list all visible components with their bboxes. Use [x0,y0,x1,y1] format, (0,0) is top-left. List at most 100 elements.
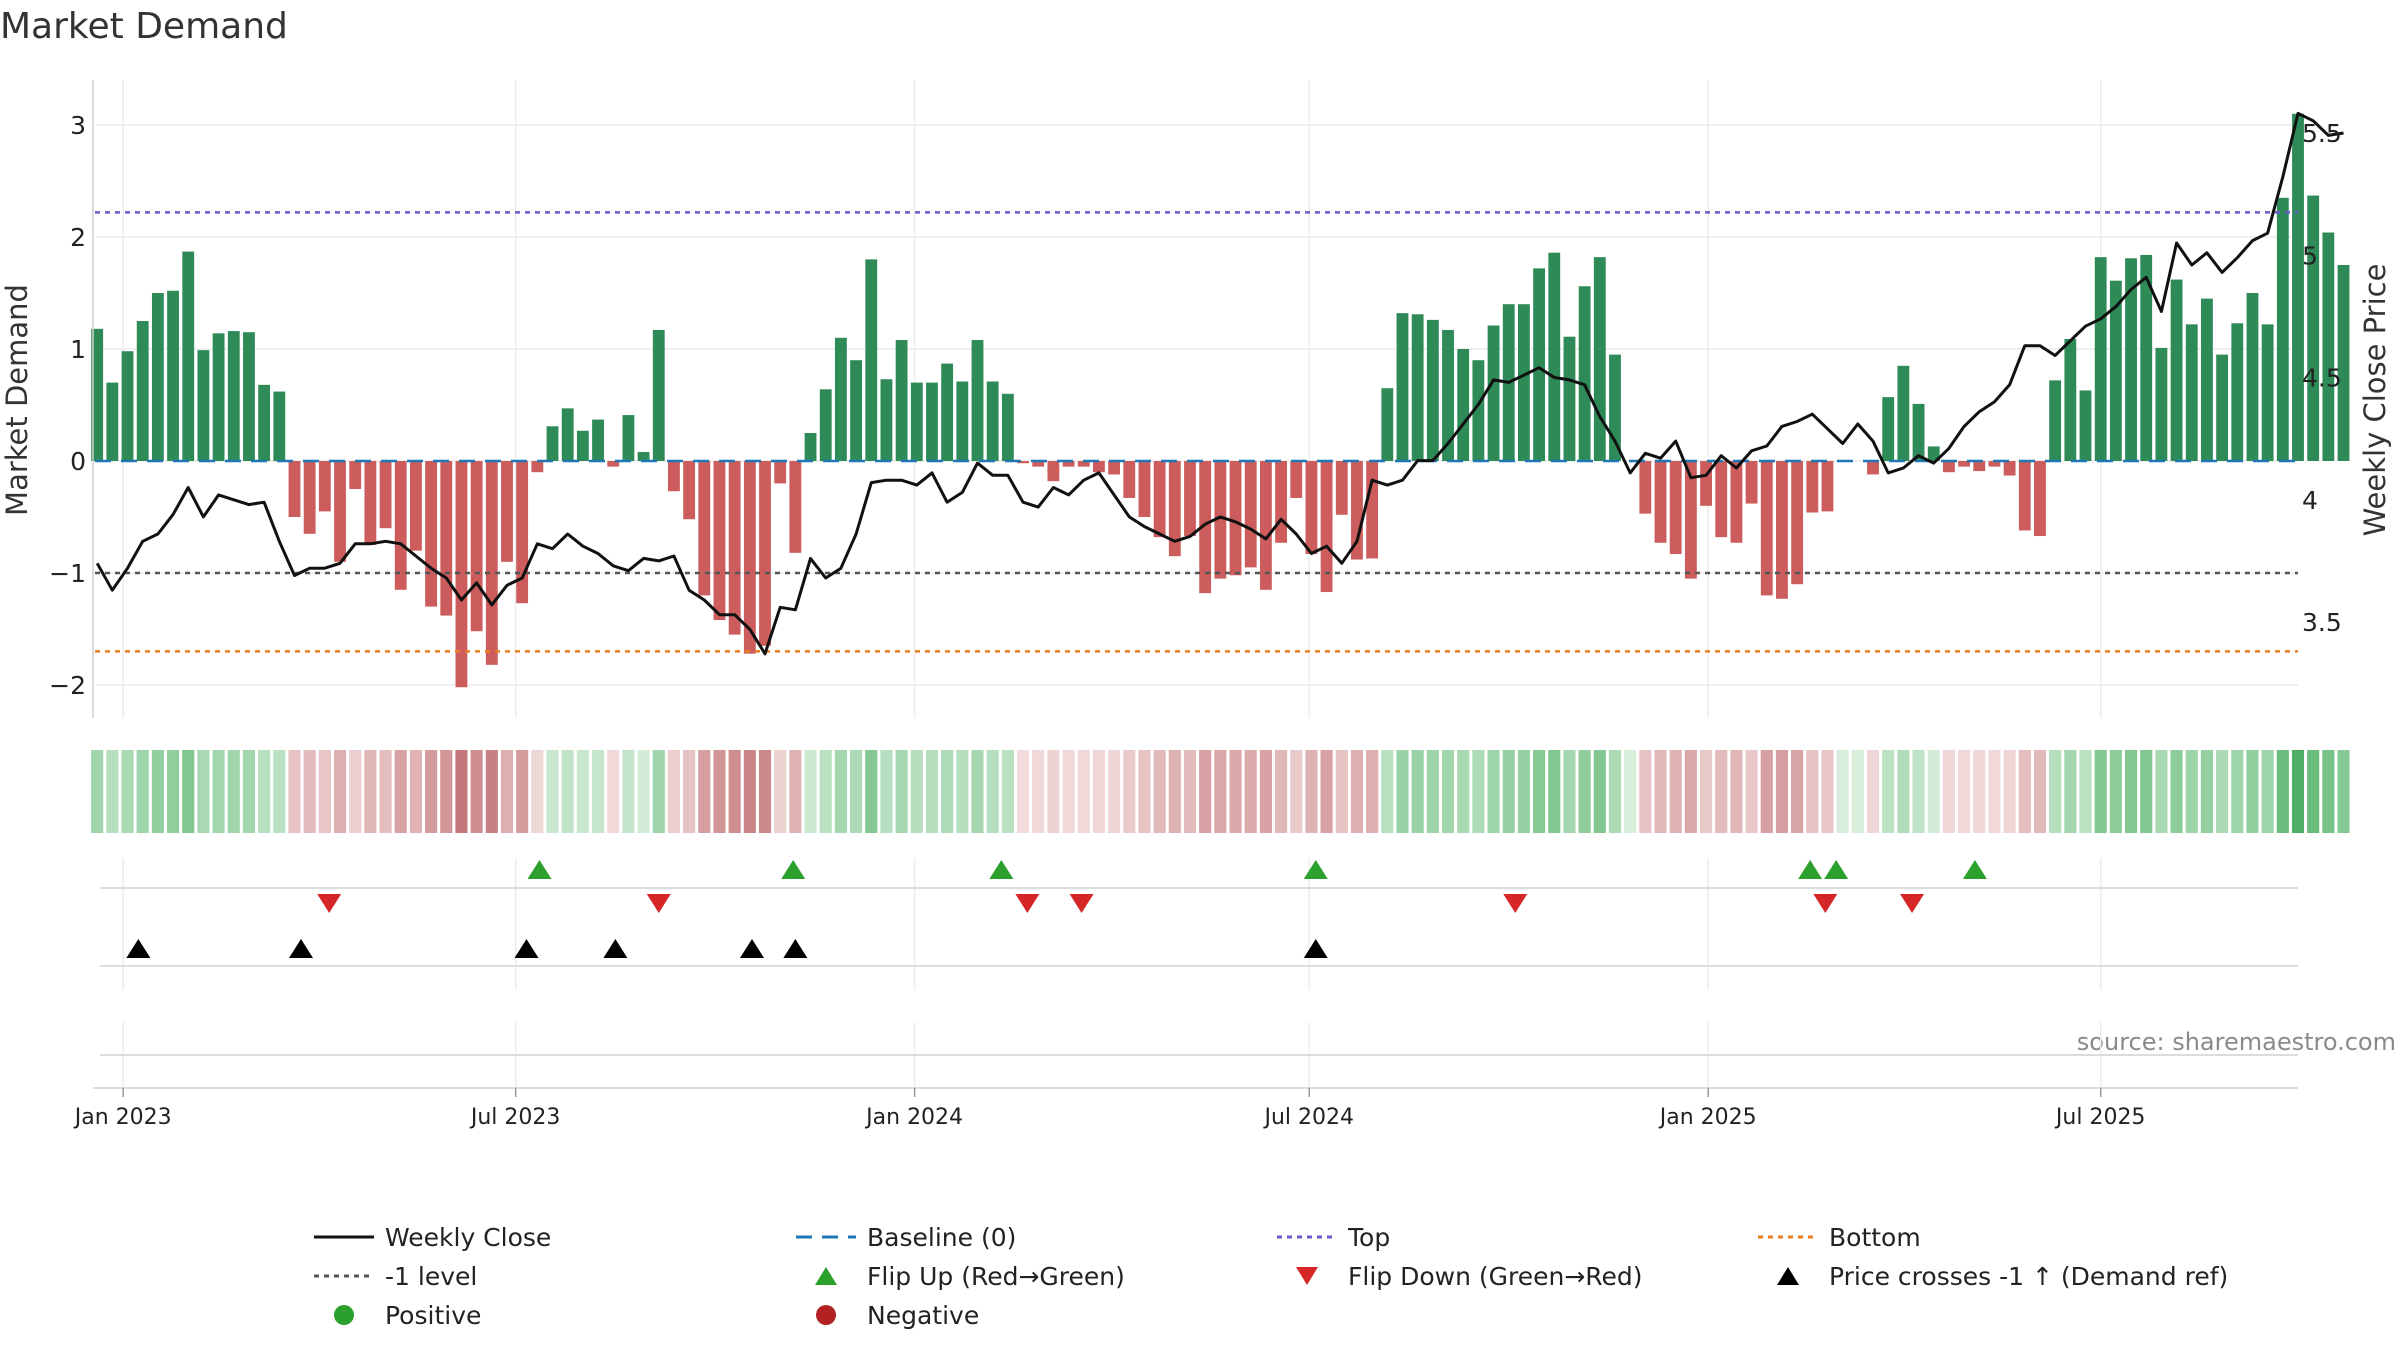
demand-bar [1229,461,1242,576]
demand-bar [2231,323,2244,461]
heat-cell [622,750,635,833]
legend-baseline: Baseline (0) [796,1223,1016,1252]
heat-cell [789,750,802,833]
heat-cell [1487,750,1500,833]
heat-cell [1381,750,1394,833]
heat-cell [1168,750,1181,833]
heat-cell [318,750,331,833]
heat-cell [1791,750,1804,833]
demand-bar [622,415,635,461]
demand-bar [759,461,771,646]
demand-bar [394,461,407,590]
heat-cell [1715,750,1728,833]
demand-bar [1487,325,1500,461]
legend-weekly-close: Weekly Close [314,1223,551,1252]
flip-up-marker [527,860,552,879]
heat-cell [242,750,256,833]
heat-cell [1988,750,2001,833]
demand-bar [1654,461,1667,543]
heat-cell [2079,750,2092,833]
demand-bar [1442,329,1454,461]
legend-weekly-close-label: Weekly Close [385,1223,551,1252]
heat-cell [485,750,498,833]
demand-bar [1001,393,1014,461]
demand-bar [834,337,847,461]
heat-cell [500,750,514,833]
flip-up-marker [1824,860,1849,879]
heat-cell [1821,750,1834,833]
flip-up-marker [1303,860,1328,879]
demand-bar [2003,461,2016,476]
heat-cell [2322,750,2335,833]
demand-bar [1108,461,1121,475]
y-tick-label: 1 [70,335,86,364]
demand-bar [1123,461,1136,498]
heat-cell [2018,750,2031,833]
demand-bar [926,382,938,461]
y2-axis-label: Weekly Close Price [2358,264,2392,537]
heat-cell [136,750,149,833]
source-credit: source: sharemaestro.com [2077,1028,2396,1056]
heat-cell [2216,750,2229,833]
price-cross-marker [1303,939,1328,958]
heat-cell [1851,750,1864,833]
demand-bar [895,340,908,461]
heat-cell [1942,750,1955,833]
legend-price-cross-icon [1777,1267,1799,1285]
demand-bar [501,461,513,562]
price-cross-marker [514,939,539,958]
demand-bar [1168,461,1181,557]
heat-cell [2064,750,2077,833]
demand-bar [2261,324,2274,461]
heat-cell [1684,750,1697,833]
demand-bar [1760,461,1773,596]
heat-cell [394,750,407,833]
heat-cell [2094,750,2107,833]
demand-bar [1867,461,1879,475]
demand-bar [1958,461,1971,467]
heat-cell [2185,750,2198,833]
demand-bar [1472,360,1485,461]
demand-bar [151,293,164,461]
heat-cell [1760,750,1773,833]
legend-positive-icon [334,1305,354,1325]
heat-cell [1866,750,1880,833]
demand-bar [941,363,954,461]
heat-cell [1699,750,1713,833]
heat-cell [121,750,134,833]
heat-cell [303,750,316,833]
heat-cell [1183,750,1197,833]
x-tick-label: Jan 2025 [1658,1105,1757,1130]
heat-cell [1092,750,1105,833]
legend-bottom-label: Bottom [1829,1223,1921,1252]
demand-bar [273,391,286,461]
heat-cell [455,750,468,833]
demand-bar [1366,461,1379,559]
heat-cell [333,750,347,833]
heat-cell [1062,750,1075,833]
demand-bar [637,452,650,461]
x-tick-label: Jan 2023 [73,1105,172,1130]
price-cross-marker [288,939,313,958]
y-tick-label: −2 [49,671,86,700]
demand-bar [1335,461,1348,515]
demand-bar [1700,461,1712,506]
demand-bar [986,381,999,461]
demand-bar [1381,388,1394,461]
heat-cell [166,750,180,833]
demand-bar [1821,461,1834,512]
x-tick-label: Jul 2023 [469,1105,561,1130]
heat-cell [743,750,756,833]
demand-bar [850,360,862,461]
demand-bar [880,379,893,461]
heat-cell [2337,750,2350,833]
heat-cell [683,750,696,833]
heat-cell [880,750,893,833]
y-tick-label: 0 [70,447,86,476]
legend-flip-down: Flip Down (Green→Red) [1296,1262,1643,1291]
heat-cell [2276,750,2289,833]
axes: 3 2 1 0 −1 −2 5.5 5 4.5 4 3.5 Jan 2023 Jul 2023 Jan 2… [49,80,2342,1130]
demand-bar [212,333,225,461]
demand-bar [2034,461,2046,537]
heat-cell [1502,750,1515,833]
